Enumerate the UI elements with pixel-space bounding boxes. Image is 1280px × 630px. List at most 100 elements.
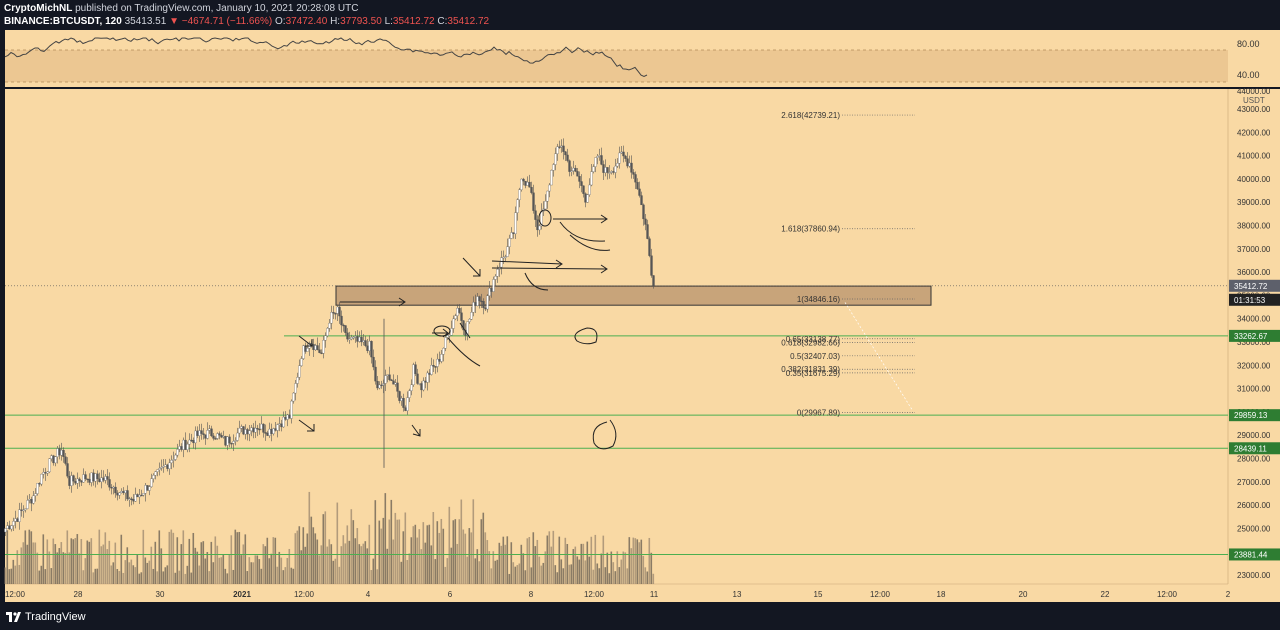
candle-body (20, 509, 23, 511)
candle-body (628, 162, 631, 167)
candle-body (116, 492, 119, 496)
volume-bar (172, 532, 175, 584)
volume-bar (382, 517, 385, 584)
candle-body (124, 490, 127, 494)
candle-body (346, 332, 349, 340)
candle-body (222, 436, 225, 438)
volume-bar (86, 540, 89, 584)
candle-body (156, 469, 159, 472)
volume-bar (452, 520, 455, 584)
level-badge-bg (1229, 409, 1280, 422)
volume-bar (150, 546, 153, 584)
time-label: 11 (650, 590, 659, 599)
candle-body (588, 184, 591, 195)
candle-body (460, 312, 463, 321)
candle-body (44, 472, 47, 474)
level-badge: 28439.11 (1234, 444, 1267, 453)
fib-label: 0.618(32982.66) (781, 338, 840, 347)
volume-bar (178, 570, 181, 584)
price-tick: 34000.00 (1237, 315, 1271, 324)
volume-bar (648, 537, 651, 584)
volume-bar (298, 526, 301, 584)
volume-bar (122, 572, 125, 584)
volume-bar (176, 537, 179, 584)
volume-bar (628, 537, 631, 584)
volume-bar (542, 562, 545, 584)
volume-bar (146, 562, 149, 584)
candle-body (90, 472, 93, 483)
candle-body (208, 428, 211, 431)
candle-body (582, 185, 585, 194)
candle-body (30, 499, 33, 504)
candle-body (576, 171, 579, 177)
volume-bar (556, 572, 559, 584)
tradingview-logo-icon[interactable] (6, 610, 22, 624)
candle-body (70, 475, 73, 486)
price-tick: 43000.00 (1237, 105, 1271, 114)
volume-bar (616, 551, 619, 584)
author-name[interactable]: CryptoMichNL (4, 3, 73, 14)
candle-body (652, 275, 655, 286)
candle-body (246, 429, 249, 435)
volume-bar (88, 541, 91, 584)
candle-body (514, 212, 517, 235)
volume-bar (436, 521, 439, 584)
volume-bar (650, 552, 653, 584)
candle-body (366, 345, 369, 351)
candle-body (4, 528, 7, 533)
price-tick: 25000.00 (1237, 524, 1271, 533)
chart-canvas[interactable]: 80.00 40.00 USDT 43000.00 42000.00 41000.0… (0, 28, 1280, 604)
candle-body (642, 204, 645, 220)
candle-body (504, 256, 507, 258)
volume-bar (134, 567, 137, 584)
price-tick: 23000.00 (1237, 571, 1271, 580)
price-tick: 41000.00 (1237, 152, 1271, 161)
candle-body (322, 340, 325, 354)
candle-body (202, 433, 205, 435)
volume-bar (54, 544, 57, 584)
candle-body (600, 155, 603, 165)
volume-bar (6, 530, 9, 584)
volume-bar (68, 552, 71, 584)
fib-extension[interactable]: 2.618(42739.21) 1.618(37860.94) 1(34846.16… (781, 111, 915, 418)
volume-bar (182, 530, 185, 584)
volume-bar (184, 573, 187, 584)
candle-body (364, 340, 367, 346)
fib-label: 1.618(37860.94) (781, 225, 840, 234)
candle-body (194, 430, 197, 444)
volume-bar (72, 539, 75, 584)
price-tick: 33000.00 (1237, 338, 1271, 347)
candle-body (538, 225, 541, 231)
candle-body (418, 383, 421, 385)
candle-body (306, 348, 309, 352)
volume-bar (108, 540, 111, 584)
volume-bar (396, 519, 399, 584)
candle-body (78, 478, 81, 482)
time-label: 2 (1226, 590, 1231, 599)
volume-bar (622, 551, 625, 584)
horizontal-levels[interactable] (5, 285, 1228, 555)
volume-bar (388, 519, 391, 584)
time-label: 28 (74, 590, 83, 599)
volume-bar (94, 568, 97, 584)
current-price-badge-bg (1229, 279, 1280, 292)
footer-brand[interactable]: TradingView (25, 611, 86, 623)
symbol-label[interactable]: BINANCE:BTCUSDT, 120 (4, 16, 122, 27)
candle-body (446, 335, 449, 338)
volume-bar (552, 530, 555, 584)
candle-body (496, 269, 499, 277)
candle-body (392, 380, 395, 385)
volume-bar (532, 532, 535, 584)
candle-body (554, 153, 557, 165)
support-zone[interactable] (335, 285, 932, 306)
fib-label: 0.65(33138.77) (786, 335, 841, 344)
volume-bar (440, 518, 443, 584)
candle-body (494, 276, 497, 280)
candle-body (586, 194, 589, 203)
candle-body (24, 508, 27, 511)
candle-body (206, 430, 209, 439)
time-label: 8 (529, 590, 534, 599)
volume-bar (14, 565, 17, 584)
candle-body (146, 485, 149, 491)
volume-bar (50, 568, 53, 584)
